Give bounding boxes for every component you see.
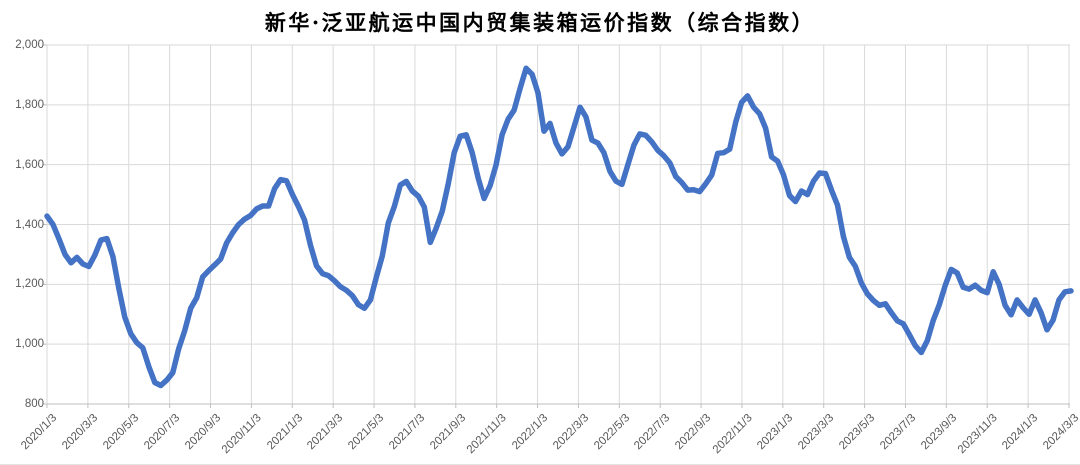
y-axis-label: 2,000 [15, 39, 44, 51]
y-axis-label: 1,400 [15, 218, 44, 231]
y-axis-label: 1,200 [15, 278, 44, 291]
chart-title: 新华·泛亚航运中国内贸集装箱运价指数（综合指数） [264, 10, 816, 35]
series-line [44, 65, 1074, 389]
y-axis-label: 800 [24, 398, 44, 410]
y-axis-label: 1,600 [15, 158, 44, 171]
y-axis-label: 1,000 [15, 338, 44, 351]
y-axis-label: 1,800 [15, 98, 44, 111]
